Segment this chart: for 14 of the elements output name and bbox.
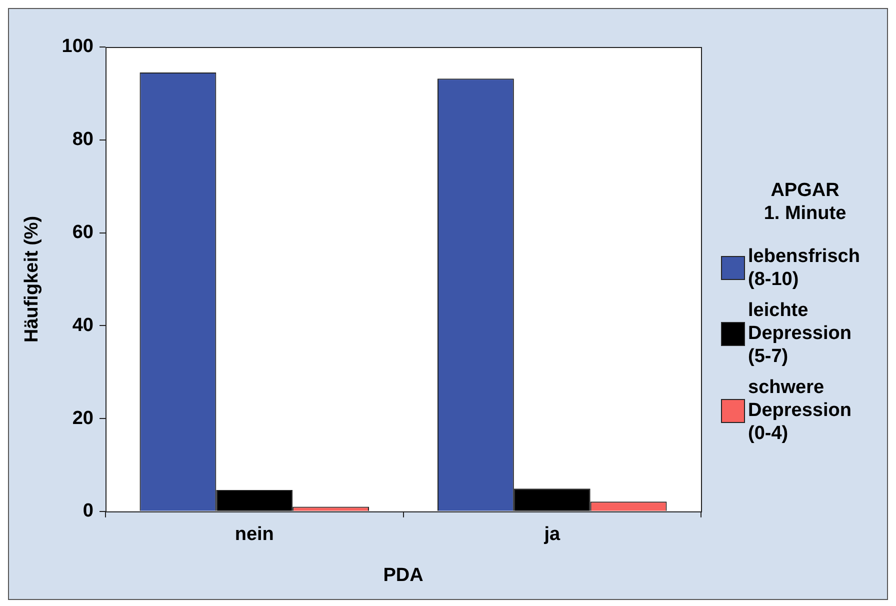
legend-label: leichte Depression (5-7) [748,299,852,368]
legend-label: schwere Depression (0-4) [748,376,852,445]
y-tick-label: 60 [72,222,94,243]
y-tick-label: 20 [72,408,94,429]
legend-title: APGAR 1. Minute [762,179,848,225]
y-tick-label: 80 [72,129,94,150]
x-tick-label: ja [543,524,560,546]
legend-label: lebensfrisch (8-10) [748,245,861,291]
y-tick-label: 40 [72,314,94,336]
y-tick-label: 0 [82,500,94,522]
x-tick-label: nein [234,524,274,546]
y-axis-title: Häufigkeit (%) [22,216,43,343]
y-tick-label: 100 [62,36,94,58]
x-axis-title: PDA [383,564,424,586]
